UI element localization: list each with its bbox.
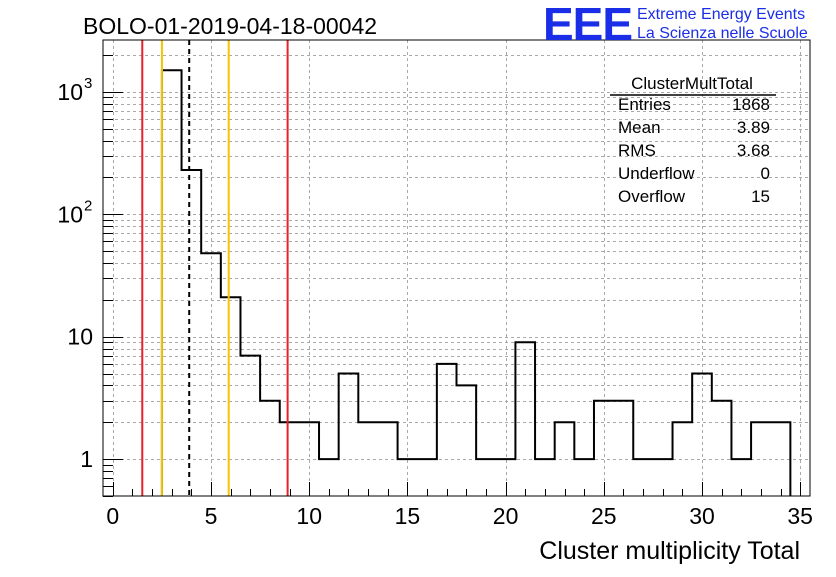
stats-box: ClusterMultTotal Entries 1868 Mean 3.89 RMS 3… <box>610 74 776 206</box>
stats-label: Underflow <box>618 164 695 183</box>
chart-title: BOLO-01-2019-04-18-00042 <box>83 13 377 39</box>
x-tick-label: 35 <box>787 503 813 529</box>
logo-line1: Extreme Energy Events <box>637 6 805 23</box>
stats-label: RMS <box>618 141 656 160</box>
stats-label: Entries <box>618 95 671 114</box>
x-tick-label: 10 <box>296 503 322 529</box>
x-tick-label: 5 <box>205 503 218 529</box>
histogram-bars <box>160 69 792 496</box>
x-tick-label: 20 <box>493 503 519 529</box>
y-tick-label: 10 <box>57 201 83 227</box>
stats-value: 0 <box>761 164 770 183</box>
stats-value: 3.89 <box>737 118 770 137</box>
y-tick-label: 10 <box>57 79 83 105</box>
x-tick-label: 15 <box>395 503 421 529</box>
stats-value: 15 <box>751 187 770 206</box>
plot-frame <box>102 39 811 497</box>
eee-logo: EEE Extreme Energy Events La Scienza nel… <box>543 0 808 50</box>
y-tick-label: 10 <box>67 324 93 350</box>
stats-value: 3.68 <box>737 141 770 160</box>
marker-lines <box>141 40 289 496</box>
stats-rows: Entries 1868 Mean 3.89 RMS 3.68 Underflow 0 Over… <box>618 95 770 206</box>
logo-line2: La Scienza nelle Scuole <box>637 25 808 42</box>
stats-label: Overflow <box>618 187 686 206</box>
y-tick-exponent: 3 <box>84 75 92 92</box>
y-tick-label: 1 <box>80 446 93 472</box>
stats-value: 1868 <box>732 95 770 114</box>
stats-label: Mean <box>618 118 661 137</box>
x-tick-label: 30 <box>689 503 715 529</box>
x-tick-label: 25 <box>591 503 617 529</box>
grid <box>103 40 810 496</box>
x-axis-title: Cluster multiplicity Total <box>539 537 800 565</box>
histogram-outline <box>160 69 792 496</box>
y-tick-exponent: 2 <box>84 197 92 214</box>
stats-name: ClusterMultTotal <box>631 74 753 93</box>
logo-mark: EEE <box>543 0 632 50</box>
x-tick-label: 0 <box>106 503 119 529</box>
